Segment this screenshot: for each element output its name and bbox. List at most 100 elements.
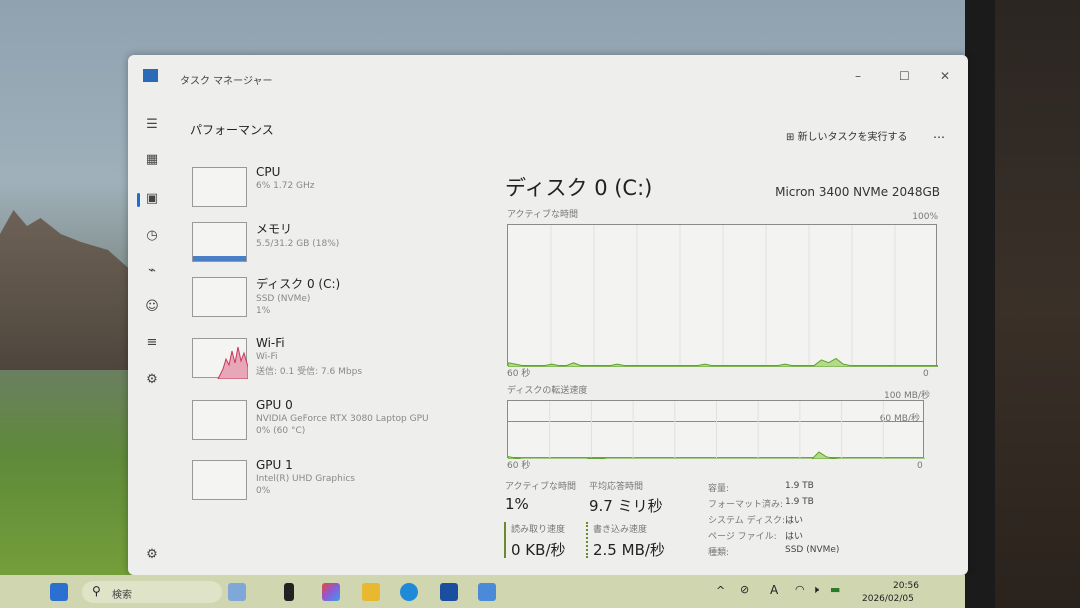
transfer-chart-label: ディスクの転送速度 [507,386,588,396]
disk-model: Micron 3400 NVMe 2048GB [775,185,940,199]
page-title: パフォーマンス [190,123,274,137]
device-detail: Intel(R) UHD Graphics [256,474,355,484]
device-item-2[interactable]: ディスク 0 (C:) SSD (NVMe) 1% [256,275,340,316]
settings-icon[interactable]: ⚙ [146,547,158,562]
widgets-icon[interactable] [228,583,246,601]
app-history-icon[interactable]: ◷ [146,228,158,243]
read-speed-value: 0 KB/秒 [511,541,566,559]
active-chart-xend: 0 [923,369,929,379]
prop-key: 容量: [708,484,730,494]
active-chart-ymax: 100% [912,212,938,222]
transfer-inner-label: 60 MB/秒 [879,414,920,424]
close-button[interactable]: ✕ [940,69,951,83]
performance-icon[interactable]: ▣ [145,191,159,206]
write-legend-bar [586,522,588,558]
more-options-button[interactable]: … [933,127,945,141]
series-area [508,357,938,367]
search-box[interactable]: ⚲ 検索 [82,581,222,603]
transfer-scale-line [508,421,923,422]
device-name: メモリ [256,222,293,236]
device-detail: 5.5/31.2 GB (18%) [256,239,340,249]
store-icon[interactable] [440,583,458,601]
run-new-task-button[interactable]: ⊞ 新しいタスクを実行する [786,128,908,143]
prop-key: システム ディスク: [708,516,785,526]
clock-date[interactable]: 2026/02/05 [862,594,914,604]
active-chart-label: アクティブな時間 [507,210,579,220]
app-logo-icon [143,69,158,82]
device-item-3[interactable]: Wi-Fi Wi-Fi 送信: 0.1 受信: 7.6 Mbps [256,336,362,377]
device-item-1[interactable]: メモリ 5.5/31.2 GB (18%) [256,220,339,251]
write-speed-label: 書き込み速度 [593,525,648,535]
run-new-task-label: 新しいタスクを実行する [797,132,908,143]
read-legend-bar [504,522,506,558]
device-item-5[interactable]: GPU 1 Intel(R) UHD Graphics 0% [256,458,355,496]
wifi-graph [217,346,248,379]
location-off-icon[interactable]: ⊘ [740,583,750,596]
prop-value: SSD (NVMe) [785,545,840,555]
startup-icon[interactable]: ⌁ [148,263,156,278]
minimize-button[interactable]: – [855,69,861,83]
response-time-label: 平均応答時間 [589,482,644,492]
search-icon: ⚲ [92,584,101,598]
edge-icon[interactable] [400,583,418,601]
volume-muted-icon[interactable]: 🕨 [812,583,819,596]
file-explorer-icon[interactable] [362,583,380,601]
start-button[interactable] [50,583,68,601]
device-thumbnail[interactable] [192,222,247,262]
device-name: Wi-Fi [256,336,285,350]
device-name: CPU [256,165,281,179]
series-area [508,451,925,459]
device-thumbnail[interactable] [192,277,247,317]
device-detail-2: 送信: 0.1 受信: 7.6 Mbps [256,367,363,377]
taskbar: ⚲ 検索 ^ ⊘ A ◠ 🕨 ▬ 20:56 2026/02/05 [0,575,965,608]
task-manager-taskbar-icon[interactable] [478,583,496,601]
users-icon[interactable]: ☺ [145,299,159,314]
device-name: ディスク 0 (C:) [256,277,341,291]
window-title: タスク マネージャー [180,76,273,87]
device-item-0[interactable]: CPU 6% 1.72 GHz [256,165,315,193]
battery-icon[interactable]: ▬ [830,583,841,596]
new-task-icon: ⊞ [786,132,798,143]
device-detail-2: 0% (60 °C) [256,426,306,436]
task-manager-window: タスク マネージャー – ☐ ✕ ☰ ▦ ▣ ◷ ⌁ ☺ ≡ ⚙ ⚙ パフォーマ… [128,55,968,575]
active-time-chart [507,224,938,367]
ime-indicator[interactable]: A [770,583,779,597]
device-thumbnail[interactable] [192,400,247,440]
device-thumbnail[interactable] [192,338,248,379]
device-name: GPU 1 [256,458,293,472]
processes-icon[interactable]: ▦ [145,152,159,167]
transfer-chart-xstart: 60 秒 [507,461,531,471]
services-icon[interactable]: ⚙ [146,372,158,387]
wifi-icon[interactable]: ◠ [795,583,805,596]
transfer-chart-ymax: 100 MB/秒 [883,391,930,401]
memory-fill [193,256,246,261]
maximize-button[interactable]: ☐ [899,69,910,83]
prop-value: はい [785,532,804,542]
write-speed-value: 2.5 MB/秒 [593,541,665,559]
copilot-icon[interactable] [322,583,340,601]
device-detail: SSD (NVMe) [256,294,311,304]
search-placeholder: 検索 [112,590,132,601]
details-icon[interactable]: ≡ [146,335,158,350]
active-time-value: 1% [505,495,529,513]
prop-value: 1.9 TB [785,481,814,491]
device-thumbnail[interactable] [192,460,247,500]
prop-value: はい [785,516,804,526]
prop-key: 種類: [708,548,730,558]
transfer-rate-chart: 60 MB/秒 [507,400,925,459]
device-detail-2: 1% [256,306,271,316]
tray-chevron[interactable]: ^ [716,584,726,597]
device-detail-2: 0% [256,486,271,496]
device-name: GPU 0 [256,398,293,412]
prop-key: フォーマット済み: [708,500,784,510]
app-icon[interactable] [284,583,294,601]
device-item-4[interactable]: GPU 0 NVIDIA GeForce RTX 3080 Laptop GPU 0… [256,398,429,436]
background-room [995,0,1080,608]
device-detail: 6% 1.72 GHz [256,181,315,191]
read-speed-label: 読み取り速度 [511,525,566,535]
clock-time[interactable]: 20:56 [893,581,919,591]
active-nav-indicator [137,193,140,207]
device-thumbnail[interactable] [192,167,247,207]
hamburger-icon[interactable]: ☰ [146,117,158,132]
active-time-label: アクティブな時間 [505,482,577,492]
